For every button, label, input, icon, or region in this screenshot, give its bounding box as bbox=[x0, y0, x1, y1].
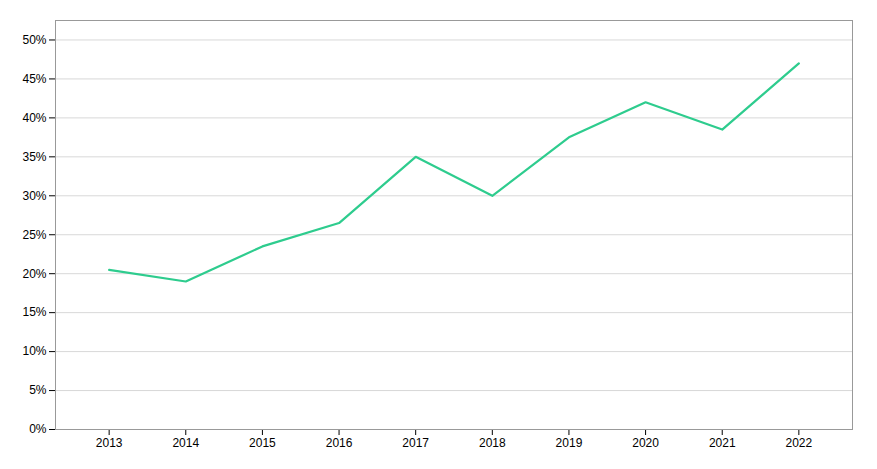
svg-text:2020: 2020 bbox=[632, 436, 659, 450]
svg-text:20%: 20% bbox=[22, 267, 46, 281]
svg-text:2014: 2014 bbox=[172, 436, 199, 450]
svg-text:2021: 2021 bbox=[709, 436, 736, 450]
svg-text:2016: 2016 bbox=[326, 436, 353, 450]
svg-text:2015: 2015 bbox=[249, 436, 276, 450]
svg-text:2019: 2019 bbox=[556, 436, 583, 450]
svg-text:50%: 50% bbox=[22, 33, 46, 47]
svg-text:25%: 25% bbox=[22, 228, 46, 242]
svg-text:35%: 35% bbox=[22, 150, 46, 164]
svg-text:10%: 10% bbox=[22, 344, 46, 358]
svg-text:2022: 2022 bbox=[786, 436, 813, 450]
svg-text:0%: 0% bbox=[29, 422, 47, 436]
svg-text:2017: 2017 bbox=[402, 436, 429, 450]
svg-text:15%: 15% bbox=[22, 305, 46, 319]
svg-text:2013: 2013 bbox=[96, 436, 123, 450]
svg-text:2018: 2018 bbox=[479, 436, 506, 450]
svg-text:30%: 30% bbox=[22, 189, 46, 203]
svg-text:5%: 5% bbox=[29, 383, 47, 397]
svg-text:45%: 45% bbox=[22, 72, 46, 86]
svg-text:40%: 40% bbox=[22, 111, 46, 125]
